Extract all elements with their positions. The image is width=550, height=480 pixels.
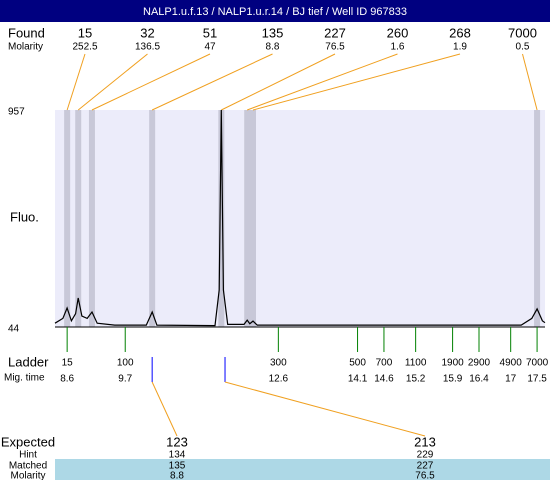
ladder-size: 7000 (526, 358, 549, 369)
y-tick-label: 44 (8, 324, 20, 335)
ladder-time: 15.2 (406, 374, 426, 385)
plot-area (55, 110, 545, 327)
peak-band (244, 110, 251, 327)
mig-time-label: Mig. time (4, 373, 45, 384)
found-molarity-label: Molarity (8, 42, 43, 53)
matched-band (55, 459, 550, 480)
ladder-time: 17.5 (527, 374, 547, 385)
matched-molarity: 76.5 (415, 471, 435, 480)
peak-band (534, 110, 541, 327)
ladder-time: 14.6 (374, 374, 394, 385)
peak-connector (151, 53, 273, 111)
y-label: Fluo. (10, 209, 39, 224)
ladder-size: 700 (376, 358, 393, 369)
expected-connector (151, 381, 178, 437)
found-size: 32 (140, 25, 154, 40)
expected-size: 213 (414, 434, 436, 449)
molarity-label: Molarity (10, 471, 45, 480)
peak-connector (252, 53, 461, 111)
expected-connector (224, 381, 426, 437)
expected-size: 123 (166, 434, 188, 449)
found-size: 135 (262, 25, 284, 40)
found-molarity: 76.5 (325, 42, 345, 53)
found-molarity: 8.8 (266, 42, 280, 53)
hint-size: 229 (417, 450, 434, 461)
peak-band (75, 110, 82, 327)
ladder-time: 16.4 (469, 374, 489, 385)
found-label: Found (8, 25, 45, 40)
ladder-label: Ladder (8, 354, 49, 369)
ladder-size: 500 (349, 358, 366, 369)
found-size: 15 (78, 25, 92, 40)
found-molarity: 1.6 (391, 42, 405, 53)
found-molarity: 1.9 (453, 42, 467, 53)
peak-connector (91, 53, 211, 111)
peak-band (64, 110, 71, 327)
ladder-size: 1100 (405, 358, 427, 369)
ladder-time: 8.6 (60, 374, 74, 385)
peak-connector (221, 53, 336, 111)
matched-size: 135 (169, 461, 186, 472)
peak-band (149, 110, 156, 327)
found-size: 260 (387, 25, 409, 40)
peak-band (88, 110, 95, 327)
ladder-size: 1900 (441, 358, 464, 369)
hint-size: 134 (169, 450, 186, 461)
found-size: 51 (203, 25, 217, 40)
peak-connector (522, 53, 538, 111)
peak-band (218, 110, 225, 327)
found-size: 227 (324, 25, 346, 40)
y-tick-label: 957 (8, 107, 25, 118)
peak-connector (66, 53, 86, 111)
ladder-time: 12.6 (269, 374, 289, 385)
peak-connector (247, 53, 398, 111)
found-size: 7000 (508, 25, 537, 40)
found-molarity: 252.5 (72, 42, 97, 53)
found-molarity: 136.5 (135, 42, 160, 53)
hint-label: Hint (19, 450, 37, 461)
found-size: 268 (449, 25, 471, 40)
expected-label: Expected (1, 434, 55, 449)
matched-label: Matched (9, 461, 47, 472)
ladder-size: 2900 (468, 358, 491, 369)
ladder-time: 17 (505, 374, 517, 385)
found-molarity: 0.5 (516, 42, 530, 53)
matched-size: 227 (417, 461, 434, 472)
peak-band (250, 110, 257, 327)
title: NALP1.u.f.13 / NALP1.u.r.14 / BJ tief / … (143, 6, 407, 18)
peak-connector (77, 53, 148, 111)
ladder-time: 14.1 (348, 374, 368, 385)
trace (54, 109, 546, 327)
ladder-time: 15.9 (443, 374, 463, 385)
ladder-size: 100 (117, 358, 134, 369)
found-molarity: 47 (204, 42, 216, 53)
matched-molarity: 8.8 (170, 471, 184, 480)
ladder-size: 15 (62, 358, 74, 369)
ladder-size: 300 (270, 358, 287, 369)
ladder-time: 9.7 (118, 374, 132, 385)
ladder-size: 4900 (500, 358, 523, 369)
title-bar (0, 0, 550, 22)
